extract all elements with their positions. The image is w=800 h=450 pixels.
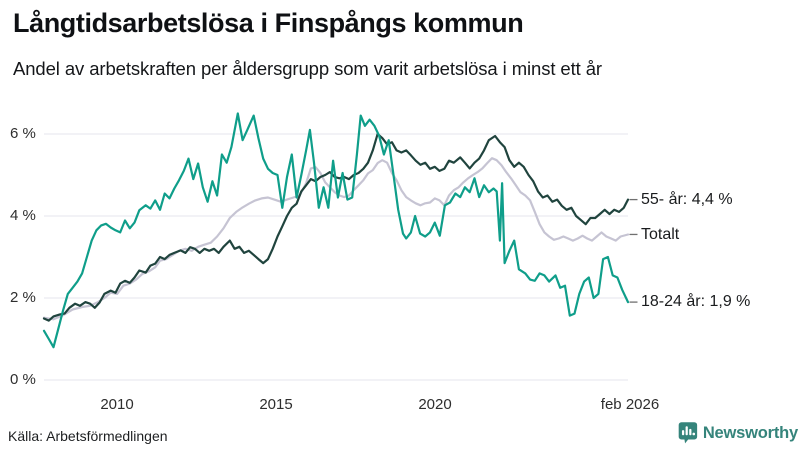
source-attribution: Källa: Arbetsförmedlingen <box>8 428 168 444</box>
y-axis-tick-2: 2 % <box>10 289 36 306</box>
x-axis-tick-2020: 2020 <box>418 396 452 413</box>
gridlines <box>44 133 628 381</box>
y-axis-tick-4: 4 % <box>10 207 36 224</box>
line-18-24-ar <box>42 112 630 349</box>
end-label-connectors <box>629 198 638 303</box>
y-axis-tick-6: 6 % <box>10 125 36 142</box>
newsworthy-logo-icon <box>678 422 698 444</box>
series-end-label-totalt: Totalt <box>641 226 680 243</box>
y-axis-tick-0: 0 % <box>10 371 36 388</box>
newsworthy-brand-link[interactable]: Newsworthy <box>678 419 798 447</box>
page-title: Långtidsarbetslösa i Finspångs kommun <box>13 8 524 38</box>
newsworthy-brand-label: Newsworthy <box>702 423 798 442</box>
x-axis-tick-feb-2026: feb 2026 <box>600 396 660 413</box>
series-end-label-18-24-ar: 18-24 år: 1,9 % <box>641 293 751 310</box>
series-lines <box>42 112 630 349</box>
line-totalt <box>42 157 630 321</box>
series-end-label-55-ar: 55- år: 4,4 % <box>641 191 733 208</box>
x-axis-tick-2010: 2010 <box>100 396 134 413</box>
x-axis-tick-2015: 2015 <box>259 396 293 413</box>
page-subtitle: Andel av arbetskraften per åldersgrupp s… <box>13 58 602 79</box>
line-55-ar <box>42 132 630 322</box>
